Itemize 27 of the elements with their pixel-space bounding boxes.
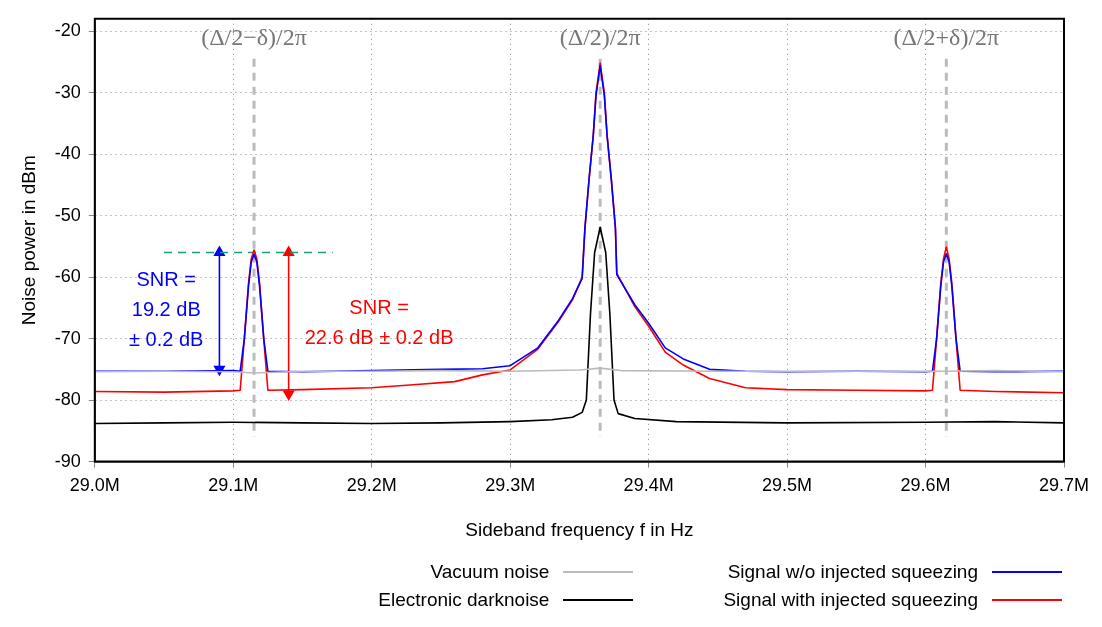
x-tick-label: 29.4M — [623, 475, 674, 496]
legend-label: Signal with injected squeezing — [723, 589, 978, 611]
legend-label: Signal w/o injected squeezing — [727, 561, 978, 583]
y-tick-label: -90 — [54, 450, 81, 471]
x-tick-label: 29.1M — [208, 475, 259, 496]
x-tick-label: 29.5M — [762, 475, 813, 496]
x-tick-label: 29.3M — [485, 475, 536, 496]
ref-line-label: (Δ/2−δ)/2π — [201, 24, 307, 51]
ref-line-label: (Δ/2+δ)/2π — [893, 24, 1000, 51]
y-tick-label: -20 — [54, 20, 81, 41]
y-axis-title: Noise power in dBm — [17, 155, 39, 326]
x-tick-label: 29.6M — [900, 475, 951, 496]
annotation: SNR = 19.2 dB ± 0.2 dB — [129, 268, 204, 351]
y-tick-label: -30 — [54, 81, 81, 102]
y-tick-label: -50 — [54, 204, 81, 225]
legend-label: Electronic darknoise — [378, 589, 550, 611]
legend-label: Vacuum noise — [430, 561, 550, 583]
y-tick-label: -80 — [54, 389, 81, 410]
ref-line-label: (Δ/2)/2π — [559, 24, 641, 51]
x-tick-label: 29.0M — [69, 475, 120, 496]
y-tick-label: -40 — [54, 143, 81, 164]
y-tick-label: -60 — [54, 266, 81, 287]
x-axis-title: Sideband frequency f in Hz — [465, 518, 694, 540]
y-tick-label: -70 — [54, 327, 81, 348]
annotation: SNR = 22.6 dB ± 0.2 dB — [304, 295, 454, 348]
x-tick-label: 29.7M — [1038, 475, 1090, 496]
x-tick-label: 29.2M — [346, 475, 397, 496]
